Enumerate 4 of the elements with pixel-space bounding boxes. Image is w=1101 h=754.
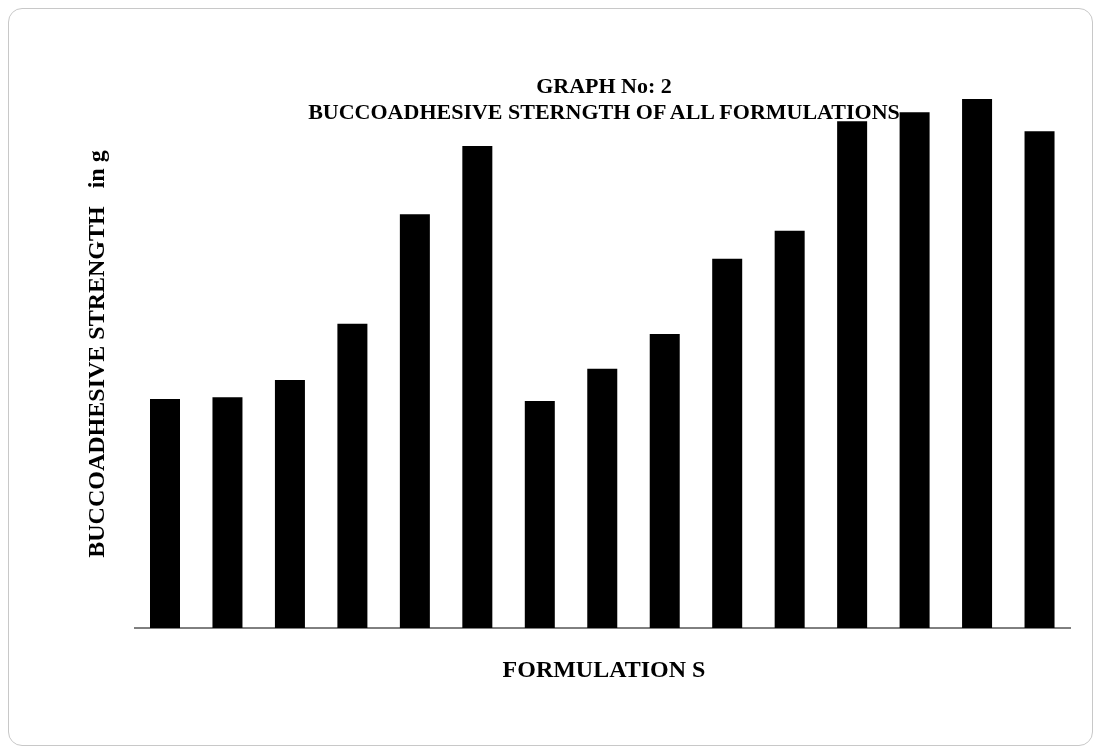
chart-subtitle: BUCCOADHESIVE STERNGTH OF ALL FORMULATIONS — [307, 99, 901, 125]
x-axis-title: FORMULATION S — [501, 656, 707, 683]
y-axis-title: BUCCOADHESIVE STRENGTH in g — [82, 150, 110, 558]
chart-title: GRAPH No: 2 — [535, 73, 673, 99]
